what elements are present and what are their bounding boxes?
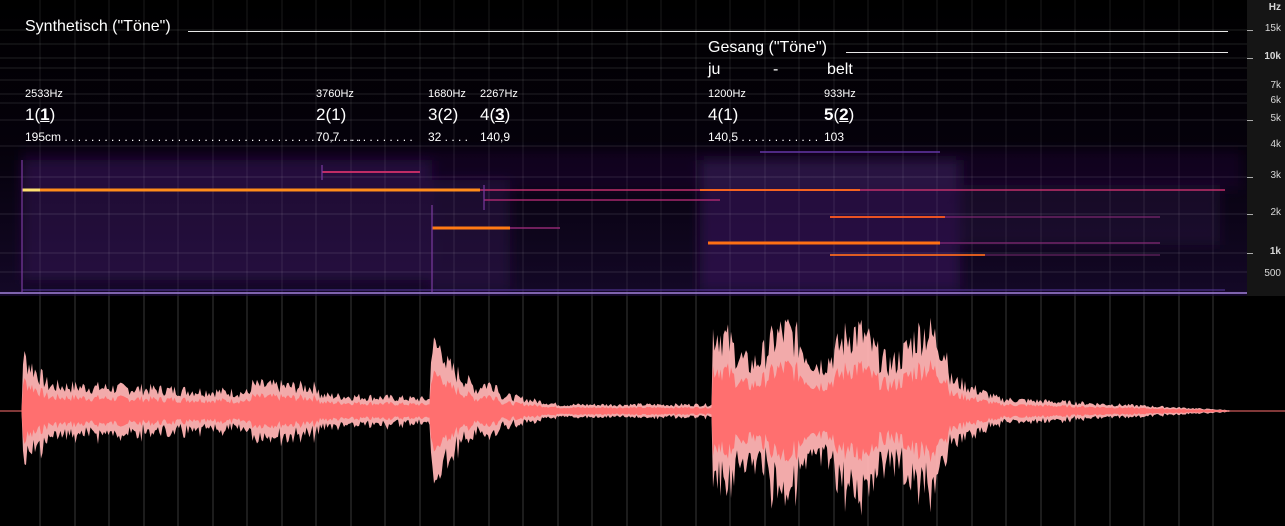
song-title: Gesang ("Töne"): [708, 39, 827, 56]
tone-2: 2(1): [316, 105, 347, 124]
tone-1: 1(1): [25, 105, 56, 124]
tick-6k: 6k: [1270, 95, 1281, 106]
tick-15k: 15k: [1264, 23, 1281, 34]
freq-label-6: 933Hz: [824, 88, 856, 100]
waveform-rms: [8, 359, 1235, 463]
distance-5: 140,5 . . . . . . . . . . . .: [708, 130, 819, 144]
distance-6: 103: [824, 130, 845, 144]
tone-6: 5(2): [824, 105, 855, 124]
tick-7k: 7k: [1270, 80, 1281, 91]
waveform: [0, 296, 1285, 526]
distance-4: 140,9: [480, 130, 511, 144]
synthetic-title: Synthetisch ("Töne"): [25, 18, 171, 35]
frequency-grid: [0, 29, 1247, 273]
freq-label-1: 2533Hz: [25, 88, 63, 100]
distance-3: 32 . . . .: [428, 130, 469, 144]
tickmark: [1247, 30, 1253, 31]
tone-5: 4(1): [708, 105, 739, 124]
tick-10k: 10k: [1264, 51, 1281, 62]
tick-500: 500: [1264, 268, 1281, 279]
tickmark: [1247, 120, 1253, 121]
freq-label-2: 3760Hz: [316, 88, 354, 100]
tick-1k: 1k: [1269, 246, 1281, 257]
tone-4: 4(3): [480, 105, 511, 124]
noise-region: [22, 150, 1242, 190]
song-title-line: [846, 52, 1228, 53]
freq-label-3: 1680Hz: [428, 88, 466, 100]
syllable-dash: -: [773, 61, 779, 78]
waveform-peaks: [8, 317, 1235, 516]
tickmark: [1247, 58, 1253, 59]
frequency-scale: Hz 15k 10k 7k 6k 5k 4k 3k 2k 1k 500: [1247, 0, 1285, 296]
tickmark: [1247, 253, 1253, 254]
synthetic-title-line: [188, 31, 1228, 32]
tick-5k: 5k: [1270, 113, 1281, 124]
freq-label-5: 1200Hz: [708, 88, 746, 100]
time-grid: [39, 0, 1214, 296]
tickmark: [1247, 214, 1253, 215]
syllable-ju: ju: [708, 61, 721, 78]
spectrogram: [0, 0, 1247, 296]
tick-3k: 3k: [1270, 170, 1281, 181]
tone-streaks: [21, 149, 1225, 293]
distance-1: 195cm . . . . . . . . . . . . . . . . . …: [25, 130, 362, 144]
syllable-belt: belt: [827, 61, 853, 78]
tick-2k: 2k: [1270, 207, 1281, 218]
noise-region: [430, 180, 510, 290]
distance-2: 70,7 . . . . . . . . . . .: [316, 130, 413, 144]
axis-unit: Hz: [1268, 2, 1281, 13]
freq-label-4: 2267Hz: [480, 88, 518, 100]
tickmark: [1247, 177, 1253, 178]
tone-3: 3(2): [428, 105, 459, 124]
tick-4k: 4k: [1270, 139, 1281, 150]
waveform-signal: [8, 317, 1235, 516]
